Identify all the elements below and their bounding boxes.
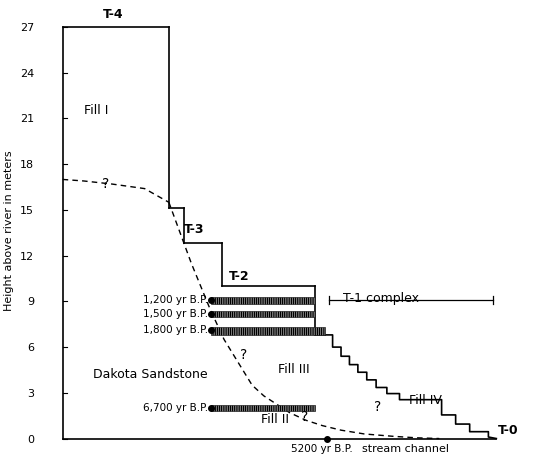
Text: 1,800 yr B.P.: 1,800 yr B.P. — [142, 325, 208, 335]
Y-axis label: Height above river in meters: Height above river in meters — [4, 150, 14, 311]
Text: 1,500 yr B.P.: 1,500 yr B.P. — [142, 308, 208, 319]
Text: 5200 yr B.P.: 5200 yr B.P. — [292, 444, 353, 454]
Text: T-3: T-3 — [184, 223, 205, 236]
Bar — [212, 405, 315, 411]
Text: Fill IV: Fill IV — [409, 394, 442, 407]
Text: T-1 complex: T-1 complex — [343, 292, 419, 305]
Text: ?: ? — [374, 400, 381, 414]
Text: ?: ? — [103, 177, 110, 191]
Text: Fill III: Fill III — [278, 363, 309, 377]
Text: Dakota Sandstone: Dakota Sandstone — [93, 368, 208, 381]
Text: Fill I: Fill I — [84, 104, 108, 118]
Bar — [212, 327, 325, 335]
Text: Fill II: Fill II — [262, 413, 289, 426]
Text: T-2: T-2 — [229, 270, 249, 283]
Bar — [212, 311, 315, 317]
Text: stream channel: stream channel — [362, 444, 449, 454]
Text: 1,200 yr B.P.: 1,200 yr B.P. — [142, 295, 208, 305]
Text: ?: ? — [241, 348, 248, 362]
Text: T-0: T-0 — [498, 425, 518, 437]
Text: T-4: T-4 — [103, 8, 123, 21]
Text: 6,700 yr B.P.: 6,700 yr B.P. — [142, 403, 208, 413]
Bar — [212, 297, 315, 304]
Text: ?: ? — [301, 410, 309, 424]
